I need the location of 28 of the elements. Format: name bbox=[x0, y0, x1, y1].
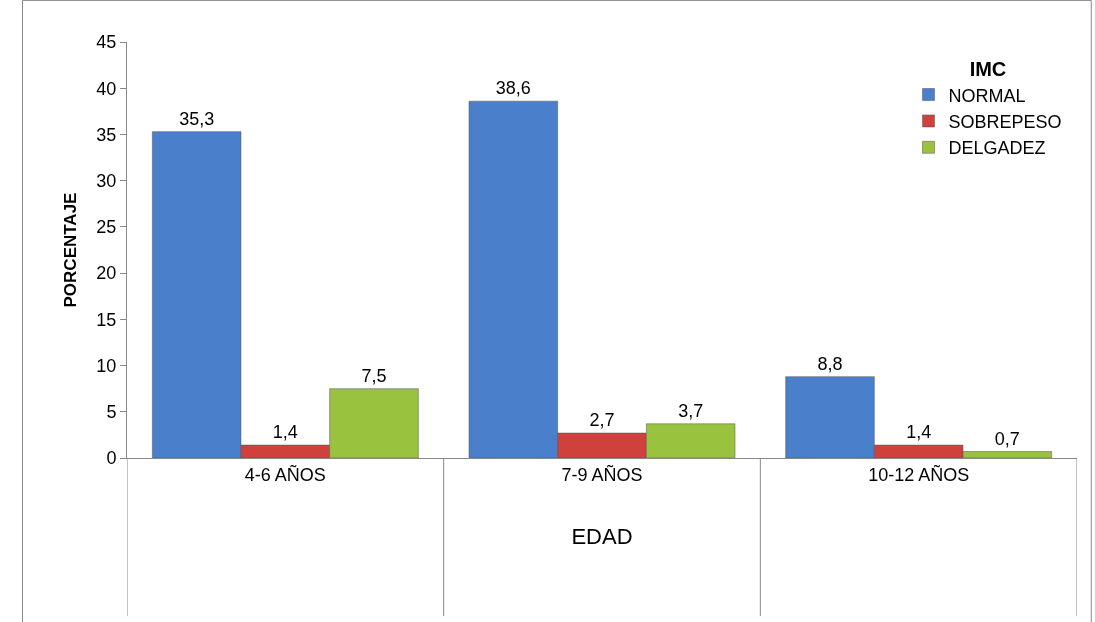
x-tick-label: 4-6 AÑOS bbox=[244, 463, 326, 485]
legend-label: SOBREPESO bbox=[948, 111, 1062, 132]
y-tick-label: 35 bbox=[96, 124, 117, 145]
data-label: 8,8 bbox=[817, 353, 843, 374]
data-label: 0,7 bbox=[994, 428, 1020, 449]
legend-label: DELGADEZ bbox=[948, 138, 1046, 159]
data-label: 35,3 bbox=[179, 108, 215, 129]
data-label: 1,4 bbox=[272, 422, 298, 443]
y-tick-label: 15 bbox=[96, 309, 117, 330]
data-label: 1,4 bbox=[906, 422, 932, 443]
y-tick-label: 0 bbox=[106, 448, 117, 469]
legend-title: IMC bbox=[969, 58, 1007, 81]
y-tick-label: 20 bbox=[96, 263, 117, 284]
y-tick-label: 10 bbox=[96, 355, 117, 376]
data-label: 7,5 bbox=[361, 365, 387, 386]
data-label: 2,7 bbox=[589, 410, 615, 431]
y-axis-title: PORCENTAJE bbox=[60, 192, 80, 308]
y-tick-label: 5 bbox=[106, 402, 117, 423]
data-label: 38,6 bbox=[495, 78, 531, 99]
x-tick-label: 7-9 AÑOS bbox=[561, 463, 643, 485]
x-axis-title: EDAD bbox=[571, 524, 633, 550]
y-tick-label: 30 bbox=[96, 170, 117, 191]
y-tick-label: 40 bbox=[96, 78, 117, 99]
y-tick-label: 25 bbox=[96, 217, 117, 238]
data-label: 3,7 bbox=[678, 400, 704, 421]
x-tick-label: 10-12 AÑOS bbox=[868, 463, 970, 485]
y-tick-label: 45 bbox=[96, 32, 117, 53]
legend-label: NORMAL bbox=[948, 85, 1026, 106]
